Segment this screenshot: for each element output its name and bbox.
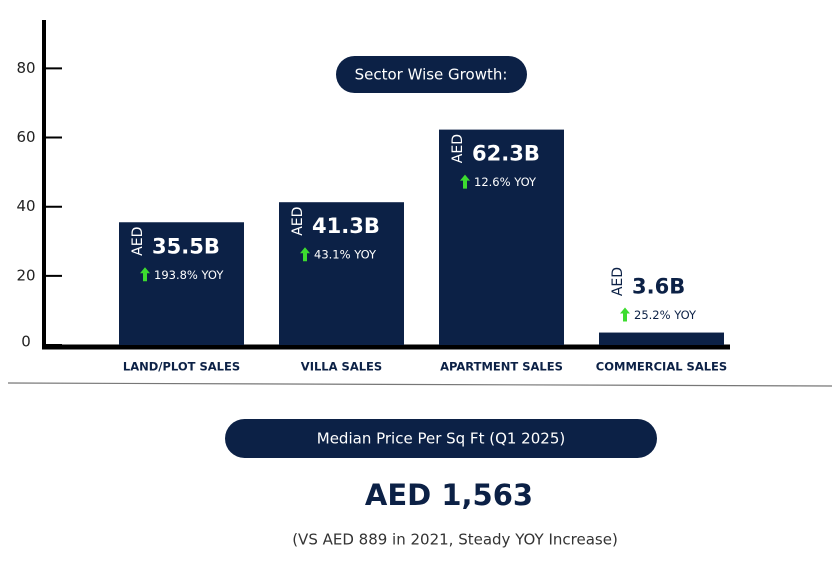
divider	[7, 382, 833, 387]
y-tick-label: 60	[16, 128, 35, 146]
title-pill	[336, 56, 527, 93]
y-tick-label: 80	[16, 59, 35, 77]
median-title: Median Price Per Sq Ft (Q1 2025)	[317, 430, 565, 448]
up-arrow	[300, 247, 310, 262]
value-prefix: AED	[130, 227, 146, 256]
value-prefix: AED	[610, 267, 626, 296]
value-prefix: AED	[290, 207, 306, 236]
yoy-label: 12.6% YOY	[474, 175, 537, 189]
y-tick-label: 20	[16, 266, 35, 284]
bar	[599, 332, 724, 345]
value-label: 3.6B	[632, 275, 685, 299]
x-tick-label: COMMERCIAL SALES	[596, 360, 727, 374]
x-tick-label: VILLA SALES	[301, 360, 382, 374]
median-value: AED 1,563	[365, 478, 533, 512]
yoy-label: 25.2% YOY	[634, 308, 697, 322]
bar	[439, 129, 564, 345]
x-tick-label: LAND/PLOT SALES	[123, 360, 240, 374]
up-arrow	[140, 267, 150, 282]
up-arrow	[460, 174, 470, 189]
value-prefix: AED	[450, 134, 466, 163]
value-label: 41.3B	[312, 214, 380, 238]
bar	[119, 222, 244, 345]
y-tick-label: 0	[21, 333, 31, 351]
y-tick-label: 40	[16, 197, 35, 215]
up-arrow	[620, 307, 630, 322]
value-label: 35.5B	[152, 234, 220, 258]
chart-title: Sector Wise Growth:	[355, 66, 508, 84]
bar	[279, 202, 404, 345]
value-label: 62.3B	[472, 142, 540, 166]
yoy-label: 193.8% YOY	[154, 268, 224, 282]
x-tick-label: APARTMENT SALES	[440, 360, 563, 374]
median-note: (VS AED 889 in 2021, Steady YOY Increase…	[292, 531, 618, 549]
median-pill	[225, 419, 657, 458]
yoy-label: 43.1% YOY	[314, 248, 377, 262]
